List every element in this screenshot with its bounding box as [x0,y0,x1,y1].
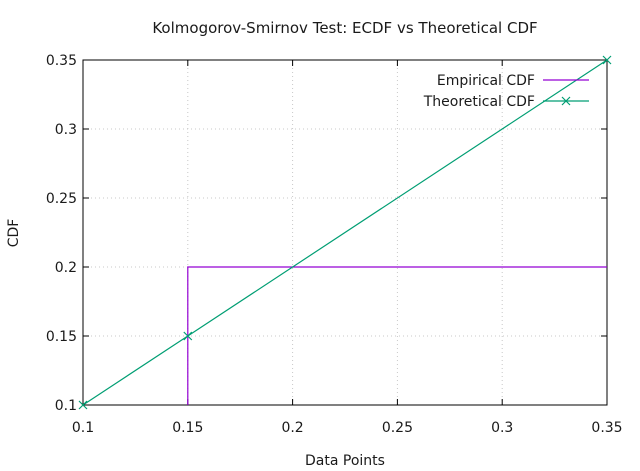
series-layer [78,55,612,410]
y-tick-labels: 0.1 0.15 0.2 0.25 0.3 0.35 [46,53,77,414]
x-axis-label: Data Points [305,453,385,469]
theoretical-cdf-point [183,331,193,341]
x-tick-label: 0.2 [281,420,303,436]
y-tick-label: 0.2 [55,260,77,276]
legend-marker-theoretical [561,96,571,106]
chart-title: Kolmogorov-Smirnov Test: ECDF vs Theoret… [152,19,537,37]
empirical-cdf-line [187,266,607,405]
theoretical-cdf-point [602,55,612,65]
theoretical-cdf-line [82,59,608,406]
theoretical-cdf-point [78,400,88,410]
legend-label-theoretical: Theoretical CDF [423,94,535,110]
x-tick-label: 0.3 [491,420,513,436]
x-tick-label: 0.1 [72,420,94,436]
y-axis-label: CDF [6,219,22,248]
y-tick-label: 0.1 [55,398,77,414]
y-tick-label: 0.25 [46,191,77,207]
x-tick-label: 0.35 [591,420,622,436]
x-tick-labels: 0.1 0.15 0.2 0.25 0.3 0.35 [72,420,623,436]
y-tick-label: 0.3 [55,122,77,138]
x-tick-label: 0.15 [172,420,203,436]
legend-label-empirical: Empirical CDF [437,73,535,89]
x-tick-label: 0.25 [382,420,413,436]
plot-frame [82,59,608,406]
legend: Empirical CDF Theoretical CDF [423,73,589,110]
y-tick-label: 0.35 [46,53,77,69]
y-tick-label: 0.15 [46,329,77,345]
